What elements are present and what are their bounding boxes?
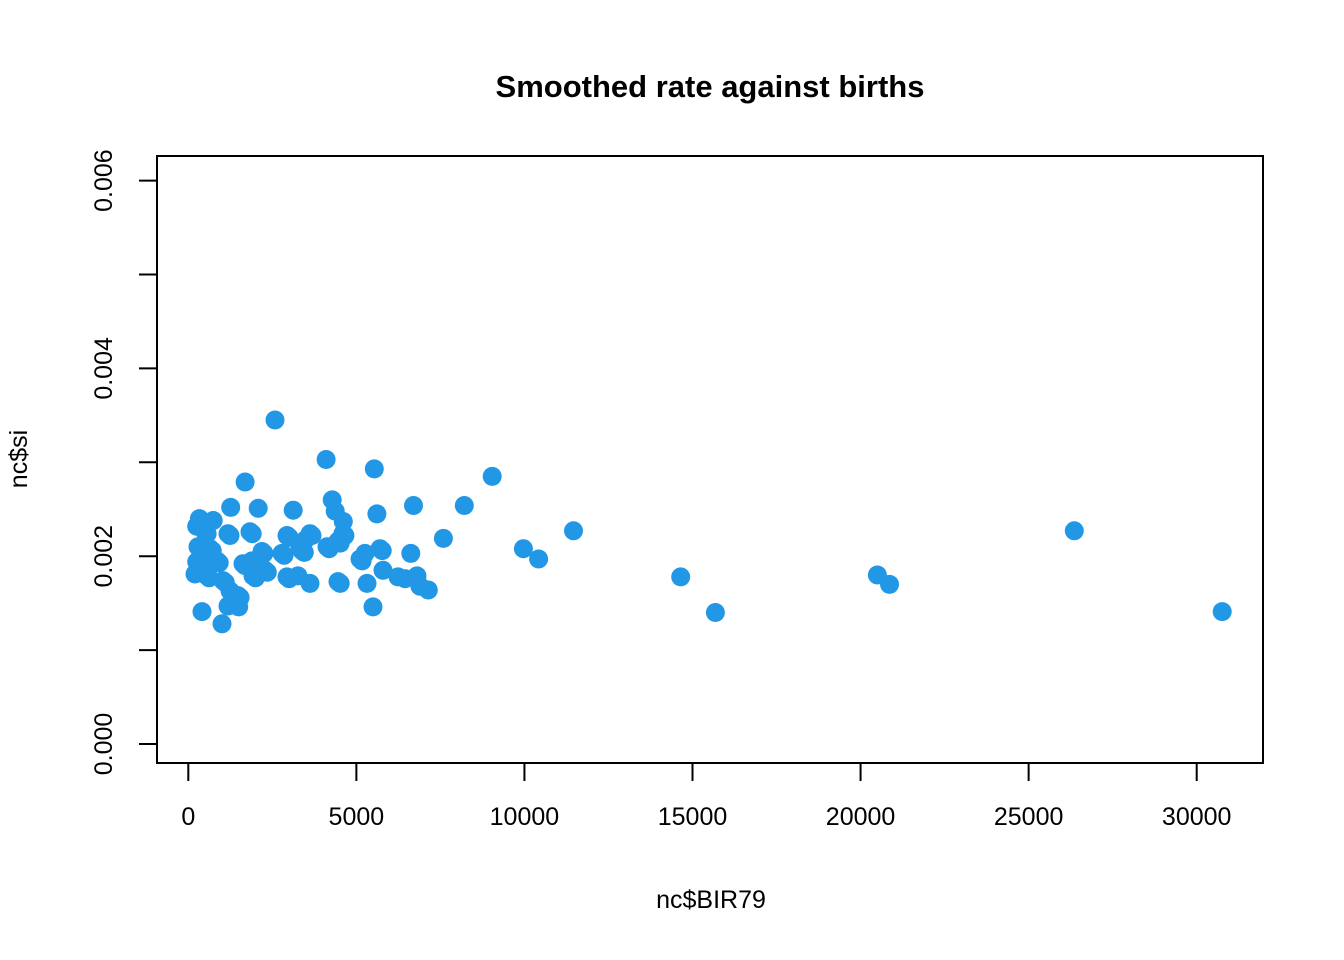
x-tick-label: 15000 xyxy=(658,803,728,831)
data-point xyxy=(257,562,277,582)
data-point xyxy=(671,567,691,587)
data-point xyxy=(330,533,350,553)
data-point xyxy=(529,549,549,569)
x-axis: 0 5000 10000 15000 20000 25000 30000 xyxy=(181,763,1231,831)
y-axis-title: nc$si xyxy=(5,430,33,488)
data-point xyxy=(404,496,423,515)
data-point xyxy=(363,597,383,617)
x-tick-label: 10000 xyxy=(490,803,560,831)
data-point xyxy=(418,580,438,600)
data-point xyxy=(364,459,384,479)
data-point xyxy=(192,602,212,622)
x-tick-label: 0 xyxy=(181,803,195,831)
data-point xyxy=(248,498,268,518)
data-point xyxy=(454,496,474,515)
data-point xyxy=(274,545,294,565)
y-axis: 0.000 0.002 0.004 0.006 xyxy=(90,149,157,775)
x-tick-label: 25000 xyxy=(994,803,1064,831)
chart-title: Smoothed rate against births xyxy=(496,69,925,104)
y-tick-label: 0.004 xyxy=(90,337,118,400)
data-point xyxy=(199,568,219,588)
data-point xyxy=(230,588,250,607)
y-tick-label: 0.002 xyxy=(90,525,118,588)
data-point xyxy=(401,543,421,563)
y-tick-label: 0.006 xyxy=(90,149,118,212)
plot-area-border xyxy=(156,155,1264,764)
data-point xyxy=(292,535,312,555)
data-point xyxy=(254,543,274,563)
data-point xyxy=(705,603,725,622)
data-point xyxy=(330,573,350,593)
data-point xyxy=(1064,521,1084,541)
y-tick-label: 0.000 xyxy=(90,713,118,776)
data-point xyxy=(513,539,533,559)
x-axis-title: nc$BIR79 xyxy=(656,886,766,914)
data-point xyxy=(300,573,320,593)
data-point xyxy=(265,410,285,430)
x-tick-label: 30000 xyxy=(1162,803,1232,831)
data-point xyxy=(316,450,336,469)
data-point xyxy=(373,560,393,580)
data-point xyxy=(357,573,377,593)
data-point xyxy=(367,504,387,524)
data-point xyxy=(220,526,240,545)
data-points xyxy=(185,410,1232,634)
data-point xyxy=(482,466,502,486)
x-tick-label: 5000 xyxy=(329,803,385,831)
data-point xyxy=(283,500,303,520)
data-point xyxy=(395,569,415,589)
data-point xyxy=(235,472,255,492)
data-point xyxy=(209,553,229,573)
data-point xyxy=(221,497,241,517)
data-point xyxy=(215,573,235,592)
data-point xyxy=(564,521,583,541)
data-point xyxy=(279,569,299,589)
data-point xyxy=(372,541,392,561)
data-point xyxy=(242,524,262,544)
data-point xyxy=(1212,602,1232,622)
data-point xyxy=(212,614,232,634)
data-point xyxy=(433,528,453,548)
data-point xyxy=(197,524,217,544)
data-point xyxy=(880,574,899,594)
data-point xyxy=(352,551,372,571)
x-tick-label: 20000 xyxy=(826,803,896,831)
